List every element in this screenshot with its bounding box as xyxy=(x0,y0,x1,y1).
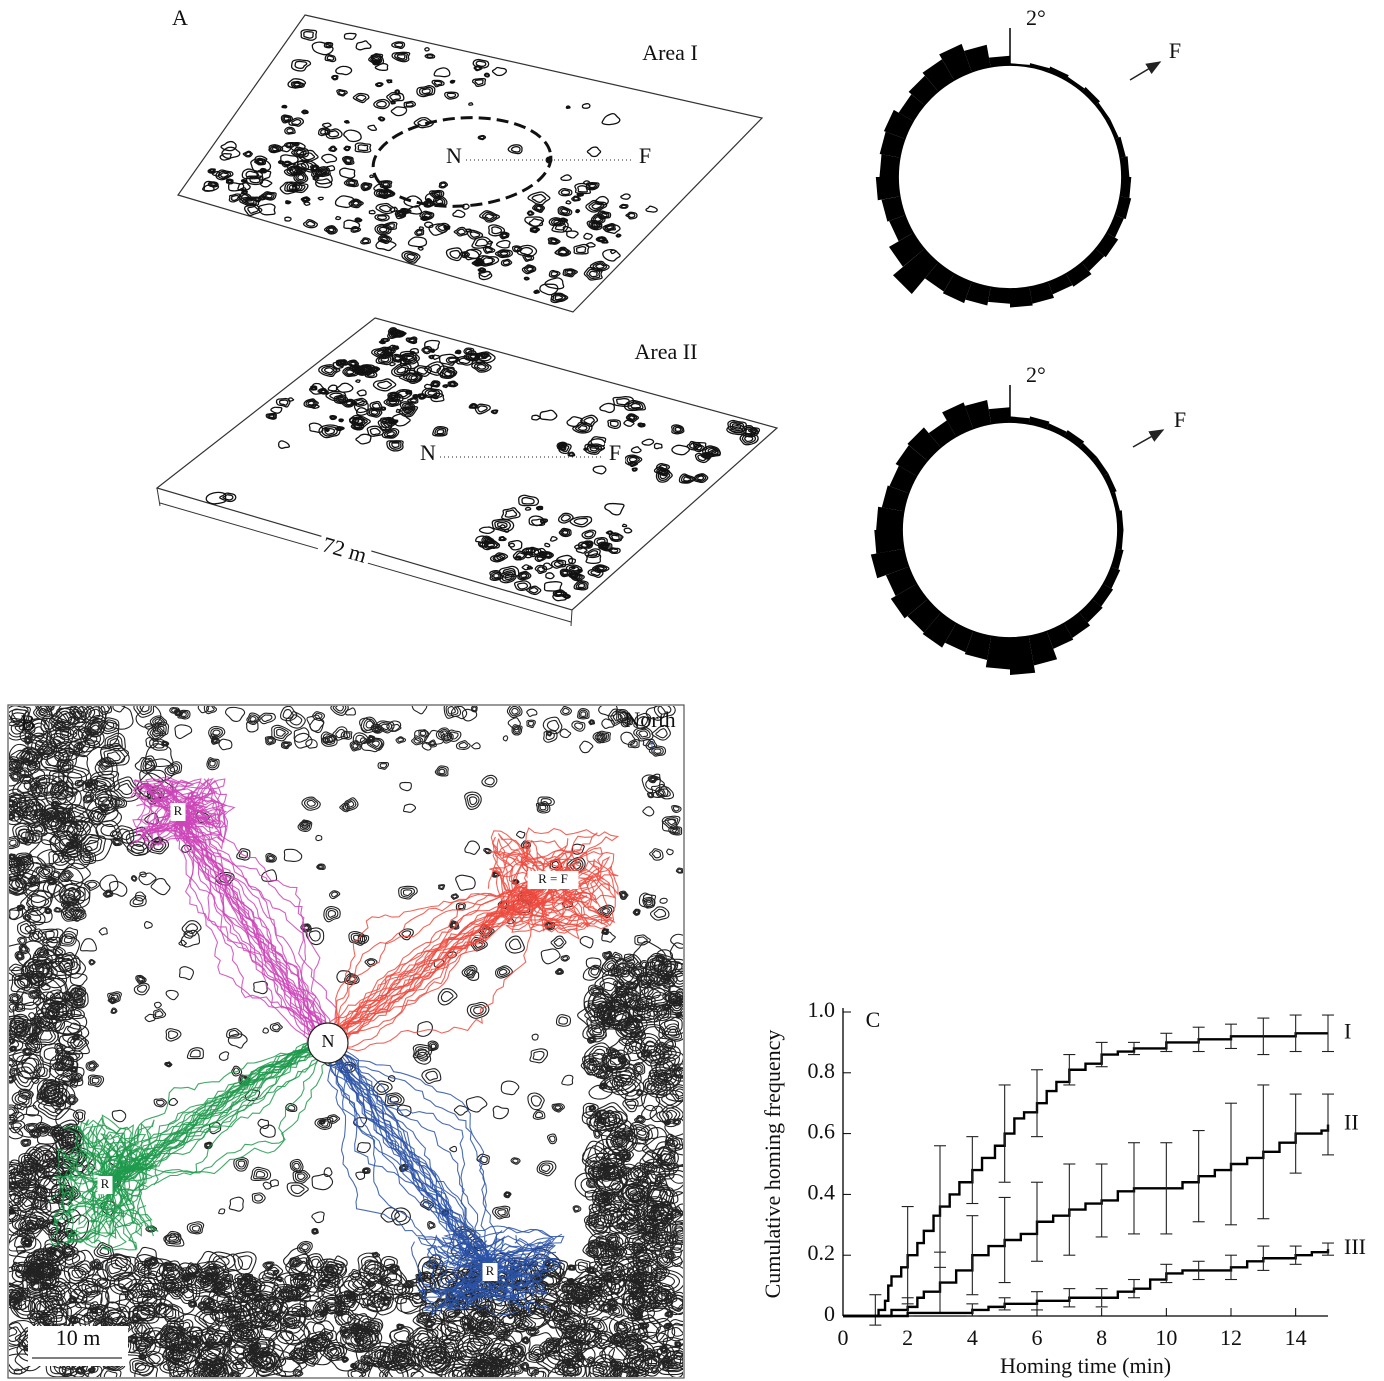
nest-label: N xyxy=(446,143,462,168)
rose-feeder-label: F xyxy=(1169,38,1181,63)
panel-label: A xyxy=(172,5,188,30)
contour xyxy=(283,106,285,107)
contour xyxy=(326,429,328,430)
contour xyxy=(457,351,459,353)
feeder-arrow xyxy=(1130,62,1160,80)
contour xyxy=(567,107,569,108)
rose-circle xyxy=(898,65,1122,289)
feeder-label: F xyxy=(639,143,651,168)
rose-scale-label: 2° xyxy=(1026,5,1046,30)
contour xyxy=(346,121,349,123)
contour xyxy=(535,291,537,292)
rose-bar xyxy=(1010,287,1033,307)
contour xyxy=(452,81,454,82)
figure: A NFArea I2°FNFArea II2°F72 mRR = FRRNBN… xyxy=(0,0,1384,1381)
rose-bar xyxy=(880,154,900,177)
area-label: Area I xyxy=(642,40,698,65)
contour xyxy=(287,202,289,203)
contour xyxy=(579,194,582,195)
contour xyxy=(243,180,245,181)
rose-bar xyxy=(876,177,900,200)
contour xyxy=(577,211,579,212)
